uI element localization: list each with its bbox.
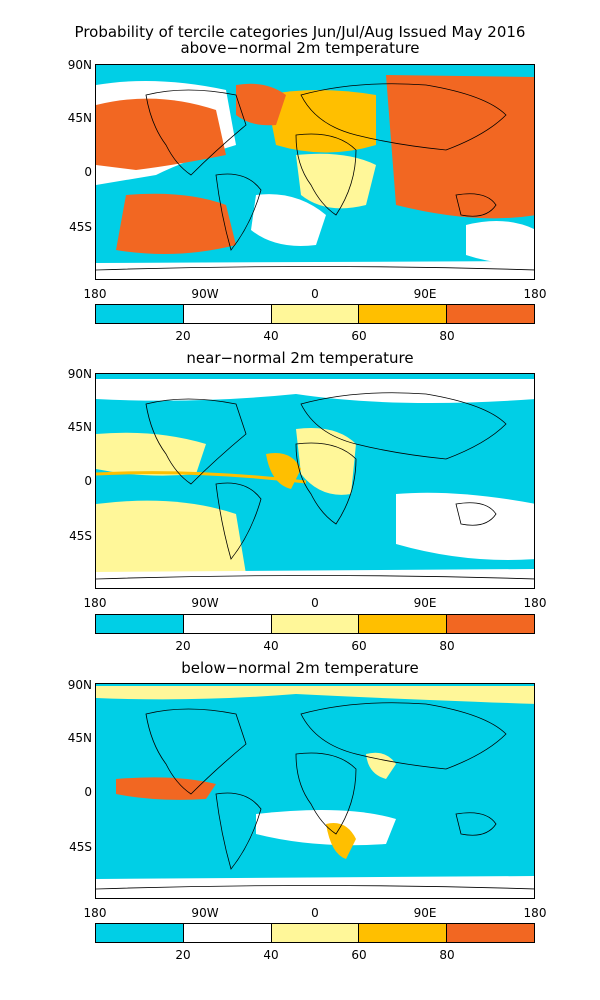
colorbar-segment <box>358 924 447 942</box>
lat-label: 90N <box>67 678 92 692</box>
colorbar-segment <box>96 924 183 942</box>
map-above-normal <box>95 64 535 280</box>
colorbar-segment <box>446 615 534 633</box>
lon-label: 180 <box>83 906 107 920</box>
colorbar-label: 60 <box>351 639 367 653</box>
lat-label: 45N <box>67 111 92 125</box>
lon-label: 0 <box>311 596 319 610</box>
lat-label: 45N <box>67 420 92 434</box>
colorbar-segment <box>358 615 447 633</box>
map-near-normal <box>95 373 535 589</box>
lon-label: 0 <box>311 287 319 301</box>
figure-title: Probability of tercile categories Jun/Ju… <box>74 23 526 41</box>
lat-label: 0 <box>84 785 92 799</box>
colorbar-segment <box>182 924 271 942</box>
lon-label: 0 <box>311 906 319 920</box>
lon-label: 90W <box>191 287 219 301</box>
colorbar-label: 80 <box>439 639 455 653</box>
colorbar-segment <box>270 305 359 323</box>
lon-label: 90E <box>413 287 437 301</box>
colorbar-below <box>95 923 535 943</box>
lon-label: 90E <box>413 906 437 920</box>
lat-label: 90N <box>67 58 92 72</box>
lon-label: 90W <box>191 906 219 920</box>
colorbar-label: 40 <box>263 329 279 343</box>
colorbar-segment <box>270 924 359 942</box>
panel-title-below: below−normal 2m temperature <box>181 659 419 677</box>
lat-label: 90N <box>67 367 92 381</box>
colorbar-label: 20 <box>175 639 191 653</box>
colorbar-label: 40 <box>263 948 279 962</box>
panel-title-near: near−normal 2m temperature <box>186 349 414 367</box>
colorbar-segment <box>446 924 534 942</box>
lat-label: 0 <box>84 165 92 179</box>
colorbar-label: 80 <box>439 948 455 962</box>
colorbar-above <box>95 304 535 324</box>
lon-label: 180 <box>523 287 547 301</box>
colorbar-segment <box>446 305 534 323</box>
panel-title-above: above−normal 2m temperature <box>180 39 420 57</box>
colorbar-segment <box>270 615 359 633</box>
colorbar-segment <box>182 615 271 633</box>
lat-label: 0 <box>84 474 92 488</box>
colorbar-label: 20 <box>175 329 191 343</box>
lat-label: 45S <box>69 220 92 234</box>
lat-label: 45S <box>69 840 92 854</box>
lon-label: 90E <box>413 596 437 610</box>
lon-label: 180 <box>83 287 107 301</box>
lon-label: 180 <box>523 596 547 610</box>
colorbar-segment <box>96 305 183 323</box>
colorbar-segment <box>182 305 271 323</box>
lon-label: 180 <box>83 596 107 610</box>
colorbar-label: 60 <box>351 948 367 962</box>
colorbar-near <box>95 614 535 634</box>
lat-label: 45N <box>67 731 92 745</box>
lon-label: 180 <box>523 906 547 920</box>
colorbar-label: 20 <box>175 948 191 962</box>
colorbar-segment <box>96 615 183 633</box>
map-below-normal <box>95 683 535 899</box>
colorbar-label: 60 <box>351 329 367 343</box>
colorbar-label: 80 <box>439 329 455 343</box>
lat-label: 45S <box>69 529 92 543</box>
colorbar-label: 40 <box>263 639 279 653</box>
colorbar-segment <box>358 305 447 323</box>
lon-label: 90W <box>191 596 219 610</box>
